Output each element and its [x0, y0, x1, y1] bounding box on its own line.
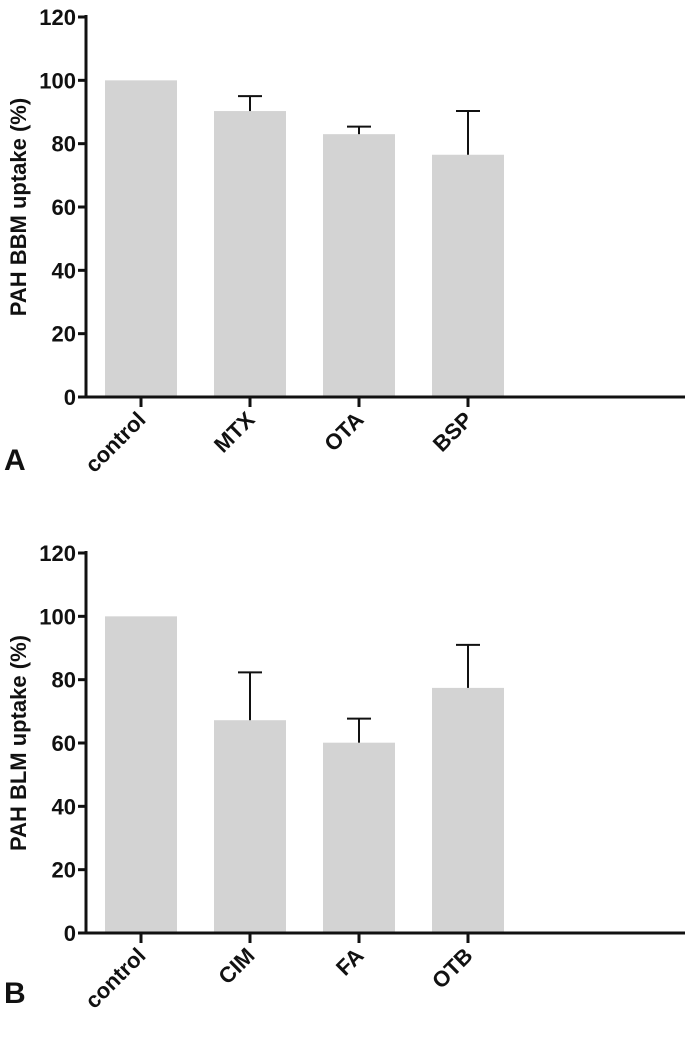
y-axis-label: PAH BBM uptake (%) [6, 98, 31, 316]
bar-control [105, 80, 177, 397]
y-tick-label: 80 [52, 668, 76, 693]
y-axis-label: PAH BLM uptake (%) [6, 635, 31, 851]
y-tick-label: 120 [39, 541, 76, 566]
y-tick-label: 60 [52, 731, 76, 756]
y-tick-label: 40 [52, 794, 76, 819]
y-tick-label: 20 [52, 858, 76, 883]
x-tick-label: FA [331, 943, 369, 981]
x-tick-label: MTX [209, 407, 260, 458]
x-tick-label: CIM [213, 943, 259, 989]
bar-fa [323, 742, 395, 933]
y-tick-label: 100 [39, 604, 76, 629]
bar-bsp [432, 154, 504, 397]
y-tick-label: 120 [39, 5, 76, 30]
x-tick-label: control [80, 943, 150, 1013]
y-tick-label: 60 [52, 195, 76, 220]
chart-panel-a: control MTX OTA BSP 0 20 40 60 80 100 120 PAH BBM u… [4, 5, 685, 477]
bar-ota [323, 134, 395, 397]
panel-label: A [4, 444, 26, 477]
chart-panel-b: control CIM FA OTB 0 20 40 60 80 100 120 PAH BLM up… [4, 541, 685, 1013]
bar-cim [214, 720, 286, 933]
y-tick-label: 100 [39, 68, 76, 93]
y-tick-label: 0 [64, 921, 76, 946]
x-tick-label: control [80, 407, 150, 477]
y-tick-label: 0 [64, 385, 76, 410]
bar-otb [432, 687, 504, 933]
x-tick-label: OTB [427, 943, 478, 994]
y-tick-label: 20 [52, 322, 76, 347]
x-tick-label: BSP [428, 407, 478, 457]
panel-label: B [4, 977, 26, 1010]
y-tick-label: 40 [52, 258, 76, 283]
bar-mtx [214, 111, 286, 398]
x-tick-label: OTA [319, 407, 368, 456]
y-tick-label: 80 [52, 132, 76, 157]
bar-control [105, 616, 177, 933]
